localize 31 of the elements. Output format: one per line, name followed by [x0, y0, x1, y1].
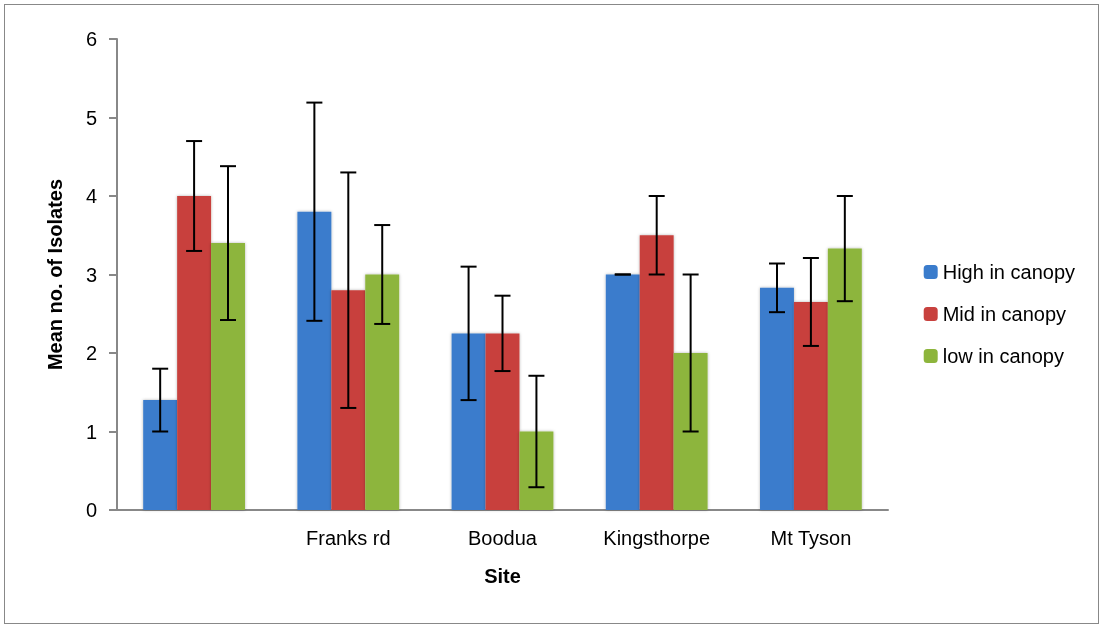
legend-label: High in canopy: [942, 261, 1076, 283]
legend-label: low in canopy: [942, 345, 1064, 367]
y-tick-label: 1: [85, 420, 97, 443]
y-tick-label: 5: [85, 106, 97, 129]
bar: [297, 211, 332, 510]
bar: [827, 248, 862, 510]
bar: [143, 400, 178, 510]
y-tick-label: 3: [85, 263, 97, 286]
legend-label: Mid in canopy: [942, 303, 1067, 325]
y-axis-title: Mean no. of Isolates: [44, 178, 66, 371]
bar: [365, 274, 400, 510]
y-tick-label: 2: [85, 342, 97, 364]
bar: [605, 274, 640, 510]
bar: [519, 431, 554, 510]
x-tick-label: Franks rd: [306, 527, 391, 549]
bar: [177, 196, 212, 510]
bar: [211, 243, 245, 510]
bar: [639, 235, 674, 510]
x-tick-label: Mt Tyson: [770, 527, 852, 549]
x-axis-title: Site: [484, 565, 521, 587]
bar: [793, 301, 828, 510]
y-tick-label: 0: [85, 499, 97, 521]
bar: [451, 333, 486, 510]
bar: [331, 290, 366, 510]
x-tick-label: Kingsthorpe: [603, 527, 711, 549]
y-tick-label: 6: [85, 28, 97, 50]
y-tick-label: 4: [85, 185, 97, 207]
bar: [760, 287, 794, 510]
bar: [485, 333, 520, 510]
x-tick-label: Boodua: [468, 527, 538, 549]
bar: [673, 353, 708, 510]
